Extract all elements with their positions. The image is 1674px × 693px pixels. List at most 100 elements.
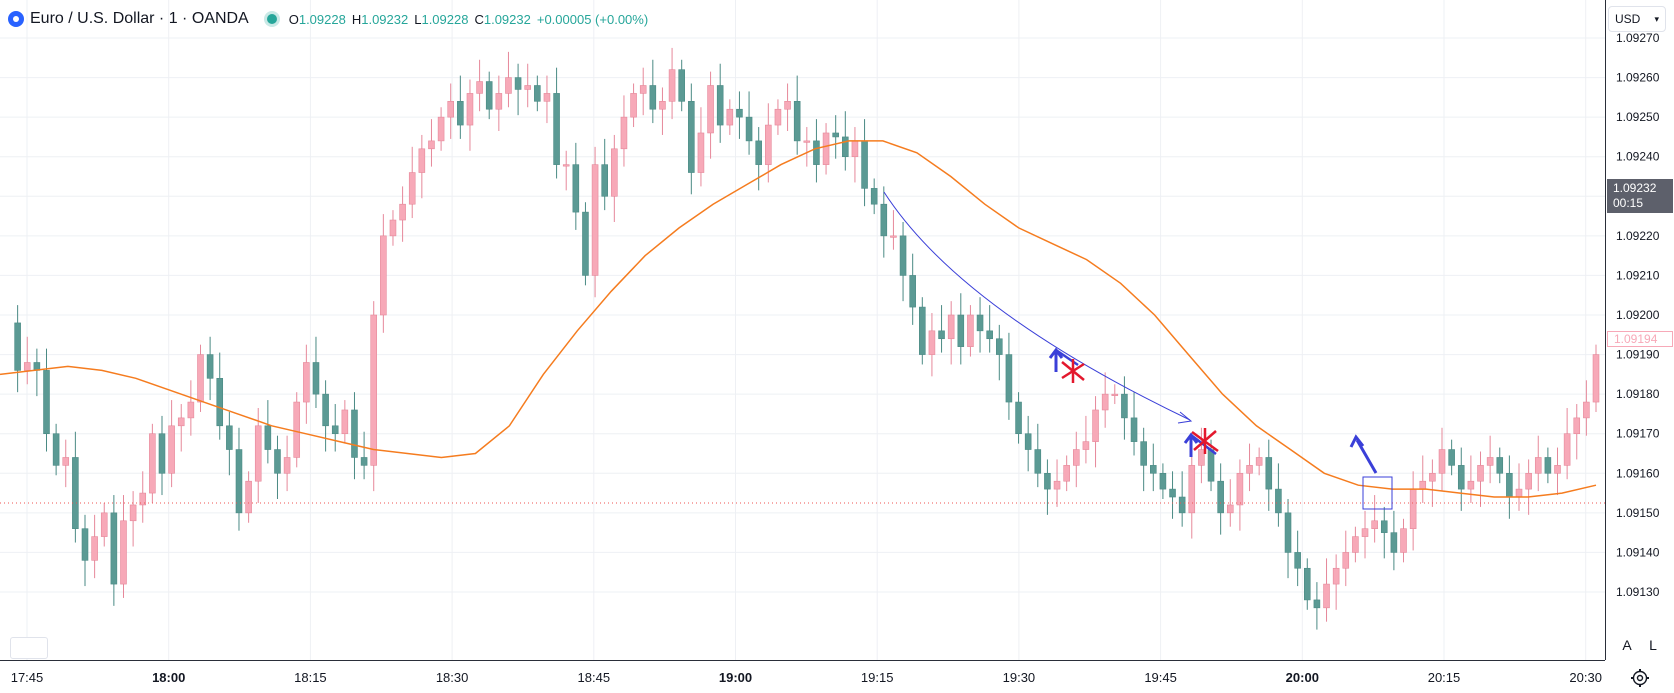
- candle-down: [1169, 488, 1176, 498]
- candle-down: [216, 378, 224, 427]
- candle-down: [226, 425, 233, 450]
- candle-down: [899, 235, 907, 276]
- candle-up: [1467, 480, 1475, 490]
- candle-up: [399, 203, 406, 221]
- candle-down: [1313, 599, 1321, 609]
- exchange-globe-icon: [8, 11, 24, 27]
- time-tick-label: 18:00: [152, 670, 185, 685]
- candle-up: [1092, 409, 1099, 442]
- time-tick-label: 19:00: [719, 670, 752, 685]
- candle-up: [639, 85, 647, 94]
- candle-down: [553, 93, 560, 165]
- candle-down: [1448, 449, 1455, 466]
- candle-up: [177, 417, 185, 427]
- candle-down: [1217, 480, 1224, 514]
- candle-down: [514, 77, 522, 90]
- candle-down: [649, 85, 657, 110]
- auto-scale-label: A: [1622, 637, 1632, 653]
- candle-up: [1246, 465, 1253, 474]
- candle-down: [1544, 457, 1552, 474]
- candle-down: [957, 314, 965, 347]
- currency-label: USD: [1615, 12, 1641, 26]
- price-axis[interactable]: 1.09130 1.09140 1.09150 1.09160 1.09170 1.091…: [1605, 0, 1674, 660]
- candle-up: [1111, 393, 1119, 396]
- candle-down: [996, 338, 1003, 355]
- candle-down: [14, 322, 21, 371]
- candle-up: [1226, 504, 1234, 514]
- candle-down: [601, 164, 608, 197]
- candle-up: [1371, 520, 1378, 529]
- candle-up: [707, 85, 714, 134]
- candle-up: [303, 362, 310, 403]
- candle-up: [1563, 433, 1571, 466]
- candle-down: [1457, 465, 1465, 490]
- ma-price-label: 1.09194: [1614, 332, 1658, 346]
- price-chart[interactable]: [0, 0, 1605, 660]
- candle-up: [187, 401, 195, 419]
- candle-up: [659, 101, 666, 110]
- candle-down: [1005, 354, 1013, 403]
- candle-up: [466, 93, 474, 126]
- candle-up: [495, 93, 503, 110]
- candle-up: [1073, 449, 1080, 466]
- price-tick-label: 1.09140: [1616, 545, 1660, 559]
- candle-up: [1409, 488, 1417, 529]
- log-scale-button[interactable]: L: [1644, 634, 1662, 656]
- time-tick-label: 19:15: [861, 670, 894, 685]
- price-tick-label: 1.09260: [1616, 71, 1660, 85]
- candle-up: [1101, 393, 1109, 411]
- time-tick-label: 17:45: [11, 670, 44, 685]
- currency-select[interactable]: USD ▾: [1608, 6, 1666, 32]
- candle-up: [428, 140, 435, 150]
- candle-up: [418, 148, 426, 173]
- candle-down: [52, 433, 60, 466]
- chevron-down-icon: ▾: [1654, 13, 1659, 24]
- moving-average-line: [0, 140, 1597, 498]
- time-axis[interactable]: 17:45 18:00 18:15 18:30 18:45 19:00 19:15 19:30…: [0, 660, 1605, 693]
- candle-up: [341, 409, 349, 435]
- candle-up: [928, 330, 936, 355]
- time-tick-label: 19:30: [1003, 670, 1036, 685]
- candle-up: [149, 433, 156, 494]
- candle-up: [1323, 583, 1330, 609]
- up-arrow-marker-3[interactable]: [1349, 434, 1378, 474]
- up-arrow-marker-1[interactable]: [1048, 347, 1079, 372]
- candle-up: [822, 132, 830, 165]
- candle-down: [1294, 552, 1301, 569]
- time-tick-label: 20:15: [1428, 670, 1461, 685]
- countdown-label: 00:15: [1613, 196, 1644, 210]
- candle-up: [23, 362, 31, 371]
- candle-down: [861, 140, 868, 189]
- highlight-box-drawing[interactable]: [1362, 476, 1393, 510]
- candle-up: [293, 401, 301, 458]
- trend-curve-drawing[interactable]: [883, 191, 1191, 421]
- candle-up: [1554, 465, 1561, 474]
- current-price-badge: 1.09232 00:15: [1607, 179, 1673, 213]
- candle-down: [755, 140, 762, 165]
- candle-up: [197, 354, 204, 403]
- candle-down: [1044, 472, 1051, 490]
- cross-marker-2[interactable]: [1191, 428, 1219, 454]
- candle-down: [1303, 567, 1311, 601]
- gear-icon[interactable]: [1630, 668, 1650, 688]
- candle-up: [726, 108, 734, 126]
- candle-up: [890, 235, 897, 238]
- symbol-title[interactable]: Euro / U.S. Dollar · 1 · OANDA: [30, 10, 249, 27]
- candle-up: [1063, 465, 1070, 482]
- candle-down: [1284, 512, 1292, 553]
- high-value: 1.09232: [361, 11, 409, 27]
- up-arrow-marker-2[interactable]: [1183, 432, 1217, 457]
- auto-scale-button[interactable]: A: [1618, 634, 1636, 656]
- log-scale-label: L: [1649, 637, 1657, 653]
- candle-up: [139, 492, 147, 506]
- chart-toggle-button[interactable]: [10, 637, 48, 659]
- candle-up: [1342, 552, 1350, 569]
- candle-down: [880, 203, 888, 237]
- cross-marker-1[interactable]: [1061, 359, 1085, 383]
- price-tick-label: 1.09240: [1616, 150, 1660, 164]
- price-tick-label: 1.09200: [1616, 308, 1660, 322]
- candle-up: [129, 504, 137, 522]
- time-tick-label: 18:15: [294, 670, 327, 685]
- candle-up: [851, 140, 859, 158]
- candle-down: [534, 85, 541, 102]
